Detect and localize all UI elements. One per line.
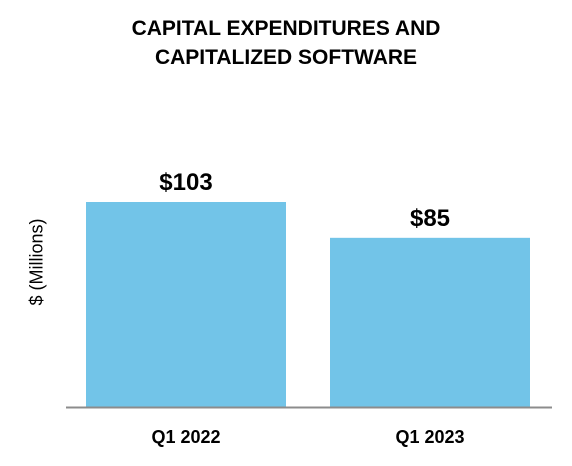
x-tick-label-q1-2023: Q1 2023 xyxy=(395,427,464,447)
bar-q1-2023 xyxy=(330,237,530,407)
chart-title: CAPITAL EXPENDITURES AND CAPITALIZED SOF… xyxy=(0,14,572,72)
data-label-q1-2023: $85 xyxy=(410,205,450,232)
x-tick-label-q1-2022: Q1 2022 xyxy=(151,427,220,447)
x-tick-labels-group: Q1 2022 Q1 2023 xyxy=(151,427,464,447)
data-label-q1-2022: $103 xyxy=(159,169,212,196)
chart-title-line-1: CAPITAL EXPENDITURES AND xyxy=(131,17,441,40)
bar-q1-2022 xyxy=(86,202,286,407)
data-labels-group: $103 $85 xyxy=(159,169,450,232)
bars-group xyxy=(86,202,530,407)
chart-title-line-2: CAPITALIZED SOFTWARE xyxy=(154,46,418,69)
